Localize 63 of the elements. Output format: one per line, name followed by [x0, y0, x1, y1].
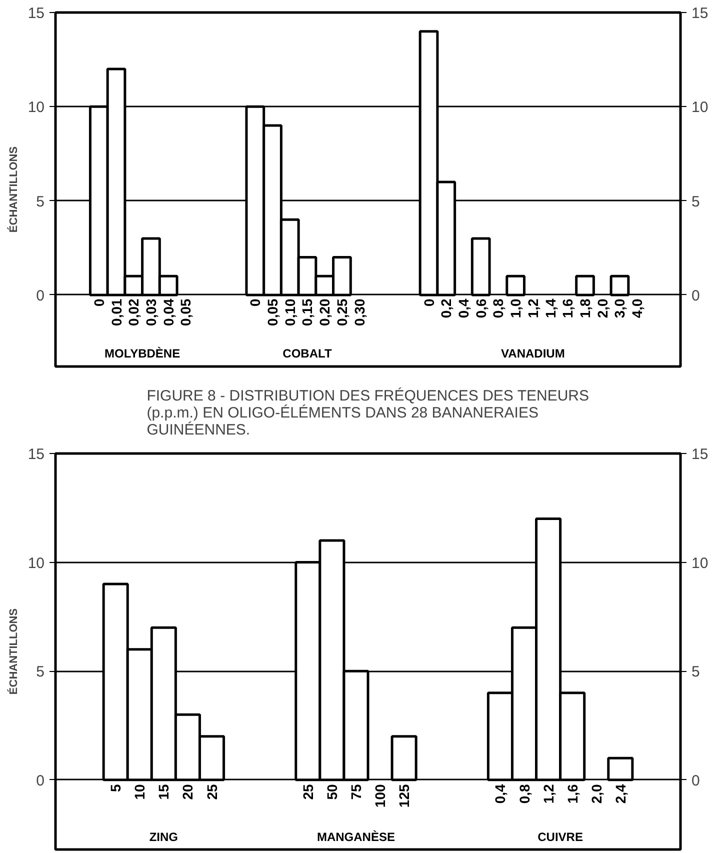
annotation: ZING — [149, 830, 178, 844]
annotation: CUIVRE — [538, 830, 583, 844]
x-tick-label: 0,25 — [334, 298, 350, 326]
x-tick-label: 0,4 — [492, 784, 508, 804]
x-tick-label: 125 — [396, 784, 412, 808]
x-tick-label: 15 — [156, 784, 172, 800]
y-axis-title: ÉCHANTILLONS — [6, 146, 20, 233]
annotation: VANADIUM — [501, 346, 565, 361]
x-tick-label: 0 — [90, 298, 107, 306]
y-tick-label: 10 — [28, 99, 45, 116]
x-tick-label: 0,30 — [351, 298, 368, 326]
x-tick-label: 25 — [204, 784, 220, 800]
x-tick-label: 1,2 — [540, 784, 556, 804]
x-tick-label: 1,8 — [577, 298, 594, 318]
y-tick-label: 5 — [36, 193, 44, 210]
y2-tick-label: 10 — [692, 554, 708, 572]
x-tick-label: 100 — [372, 784, 388, 808]
x-tick-label: 20 — [180, 784, 196, 800]
x-tick-label: 0,05 — [178, 298, 194, 326]
x-tick-label: 0,20 — [316, 298, 333, 326]
x-tick-label: 0,10 — [282, 298, 298, 326]
x-tick-label: 3,0 — [612, 298, 628, 318]
x-tick-label: 0 — [247, 298, 264, 306]
x-tick-label: 25 — [300, 784, 316, 800]
y2-tick-label: 5 — [692, 193, 700, 210]
x-tick-label: 50 — [324, 784, 340, 800]
x-tick-label: 1,2 — [524, 298, 541, 318]
y2-tick-label: 5 — [692, 664, 700, 681]
x-tick-label: 1,6 — [564, 784, 580, 804]
x-tick-label: 0 — [420, 298, 437, 306]
x-tick-label: 0,6 — [472, 298, 489, 318]
x-tick-label: 0,15 — [299, 298, 316, 326]
x-tick-label: 0,4 — [455, 298, 472, 318]
x-tick-label: 0,03 — [142, 298, 159, 326]
chart-title: FIGURE 8 - DISTRIBUTION DES FRÉQUENCES DES TENEURS (p.p.m.) EN OLIGO-ÉLÉMENTS DANS 28 BANANERAIES GUINÉENNES. — [146, 386, 590, 438]
x-tick-label: 2,4 — [612, 784, 628, 804]
x-tick-label: 0,05 — [264, 298, 281, 326]
y2-tick-label: 15 — [692, 446, 708, 463]
annotation: MANGANÈSE — [316, 830, 395, 844]
x-tick-label: 1,6 — [560, 298, 576, 318]
x-tick-label: 1,0 — [508, 298, 524, 318]
y2-tick-label: 15 — [692, 5, 708, 22]
x-tick-label: 0,04 — [160, 298, 176, 326]
y-tick-label: 15 — [28, 5, 45, 22]
annotation: COBALT — [282, 346, 332, 361]
x-tick-label: 0,02 — [126, 298, 142, 326]
x-tick-label: 0,01 — [108, 298, 124, 326]
x-tick-label: 1,4 — [542, 298, 558, 318]
x-tick-label: 2,0 — [594, 298, 610, 318]
y-tick-label: 5 — [36, 664, 44, 681]
x-tick-label: 0,8 — [490, 298, 506, 318]
y-tick-label: 10 — [28, 554, 45, 572]
x-tick-label: 10 — [132, 784, 148, 800]
y-axis-title: ÉCHANTILLONS — [6, 608, 20, 695]
annotation: MOLYBDÈNE — [104, 346, 180, 361]
x-tick-label: 0,8 — [516, 784, 532, 804]
x-tick-label: 0,2 — [438, 298, 454, 318]
x-tick-label: 2,0 — [588, 784, 604, 804]
y-tick-label: 15 — [28, 446, 45, 463]
x-tick-label: 5 — [108, 784, 124, 792]
x-tick-label: 4,0 — [629, 298, 646, 318]
y2-tick-label: 10 — [692, 99, 708, 116]
x-tick-label: 75 — [348, 784, 364, 800]
